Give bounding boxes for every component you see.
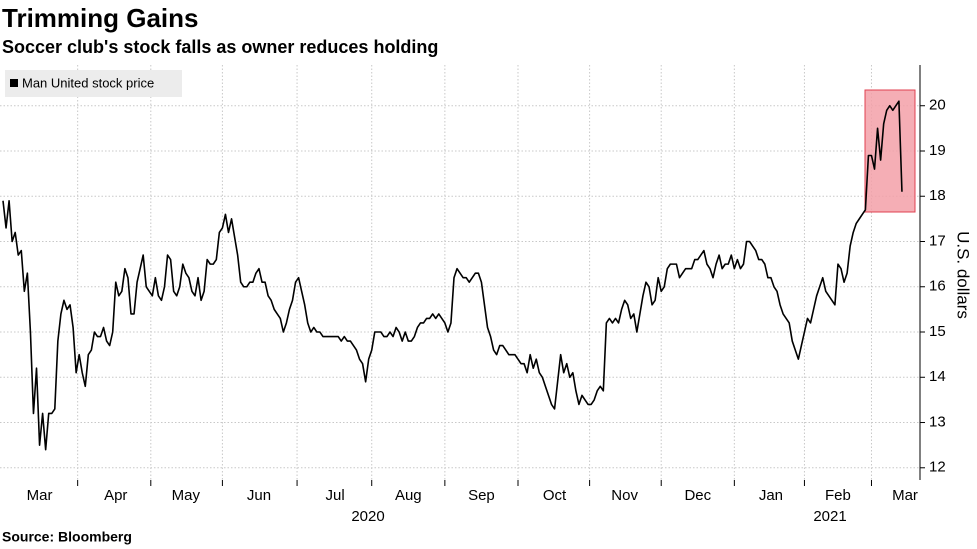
y-tick-label: 15 (929, 323, 946, 340)
y-axis-label: U.S. dollars (954, 231, 973, 319)
y-tick-label: 20 (929, 97, 946, 114)
x-tick-label: Aug (395, 487, 422, 504)
plot (2, 100, 903, 451)
y-tick-label: 18 (929, 187, 946, 204)
year-label: 2020 (351, 508, 384, 525)
y-tick-label: 14 (929, 368, 946, 385)
source: Source: Bloomberg (2, 529, 132, 545)
x-tick-label: Jan (759, 487, 783, 504)
x-tick-label: Mar (892, 487, 918, 504)
legend-swatch (10, 79, 18, 87)
year-label: 2021 (813, 508, 846, 525)
highlight-box (864, 89, 916, 213)
x-tick-label: Sep (468, 487, 495, 504)
x-tick-label: Dec (684, 487, 711, 504)
x-tick-label: Jul (326, 487, 345, 504)
y-tick-label: 17 (929, 232, 946, 249)
x-tick-label: Oct (543, 487, 567, 504)
y-tick-label: 12 (929, 459, 946, 476)
y-tick-label: 13 (929, 413, 946, 430)
grid (0, 65, 925, 486)
x-tick-label: Jun (247, 487, 271, 504)
chart-subtitle: Soccer club's stock falls as owner reduc… (2, 37, 438, 57)
x-tick-label: Feb (825, 487, 851, 504)
price-line (2, 100, 903, 451)
legend-box (5, 70, 182, 97)
x-tick-label: Nov (611, 487, 638, 504)
x-tick-label: Apr (104, 487, 127, 504)
legend-label: Man United stock price (22, 75, 154, 90)
x-tick-label: Mar (27, 487, 53, 504)
x-tick-label: May (172, 487, 201, 504)
y-tick-label: 19 (929, 142, 946, 159)
y-tick-label: 16 (929, 278, 946, 295)
chart-title: Trimming Gains (2, 3, 199, 33)
